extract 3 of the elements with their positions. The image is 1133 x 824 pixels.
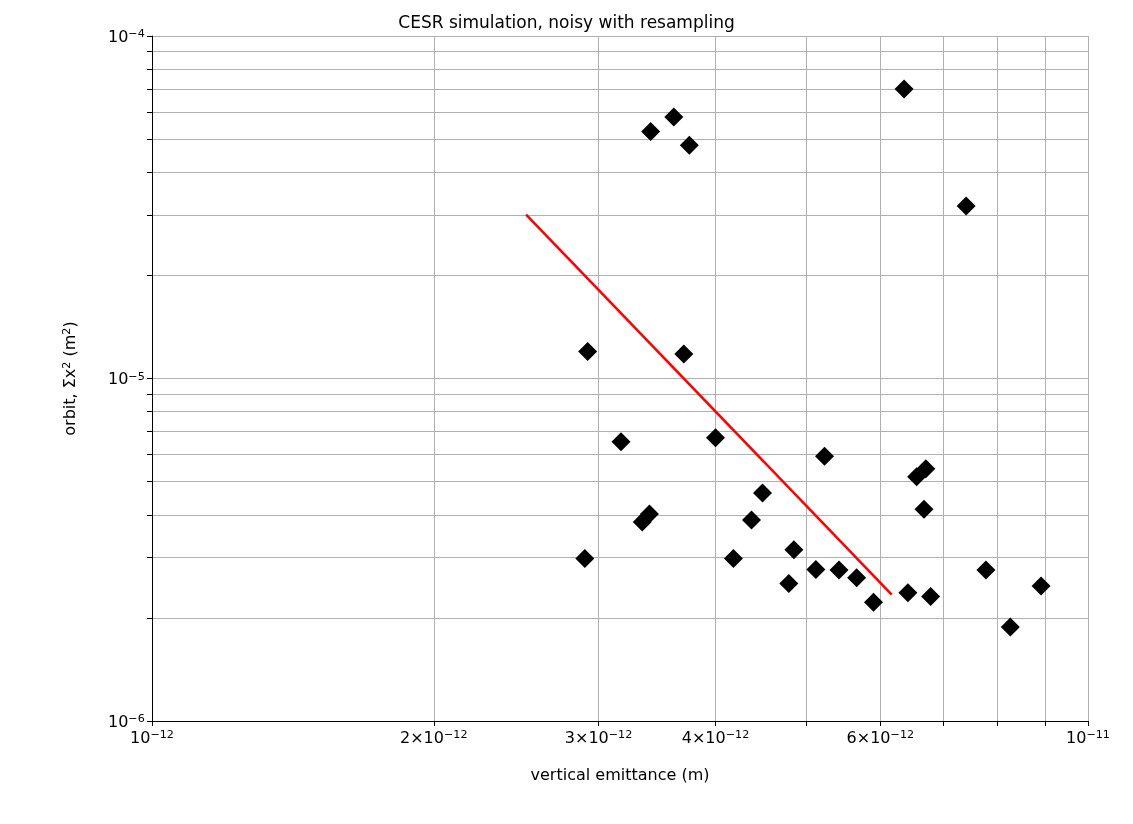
chart-title: CESR simulation, noisy with resampling [398,11,735,32]
x-axis-title: vertical emittance (m) [530,764,710,784]
y-axis-title: orbit, Σx2 (m2) [59,321,79,436]
